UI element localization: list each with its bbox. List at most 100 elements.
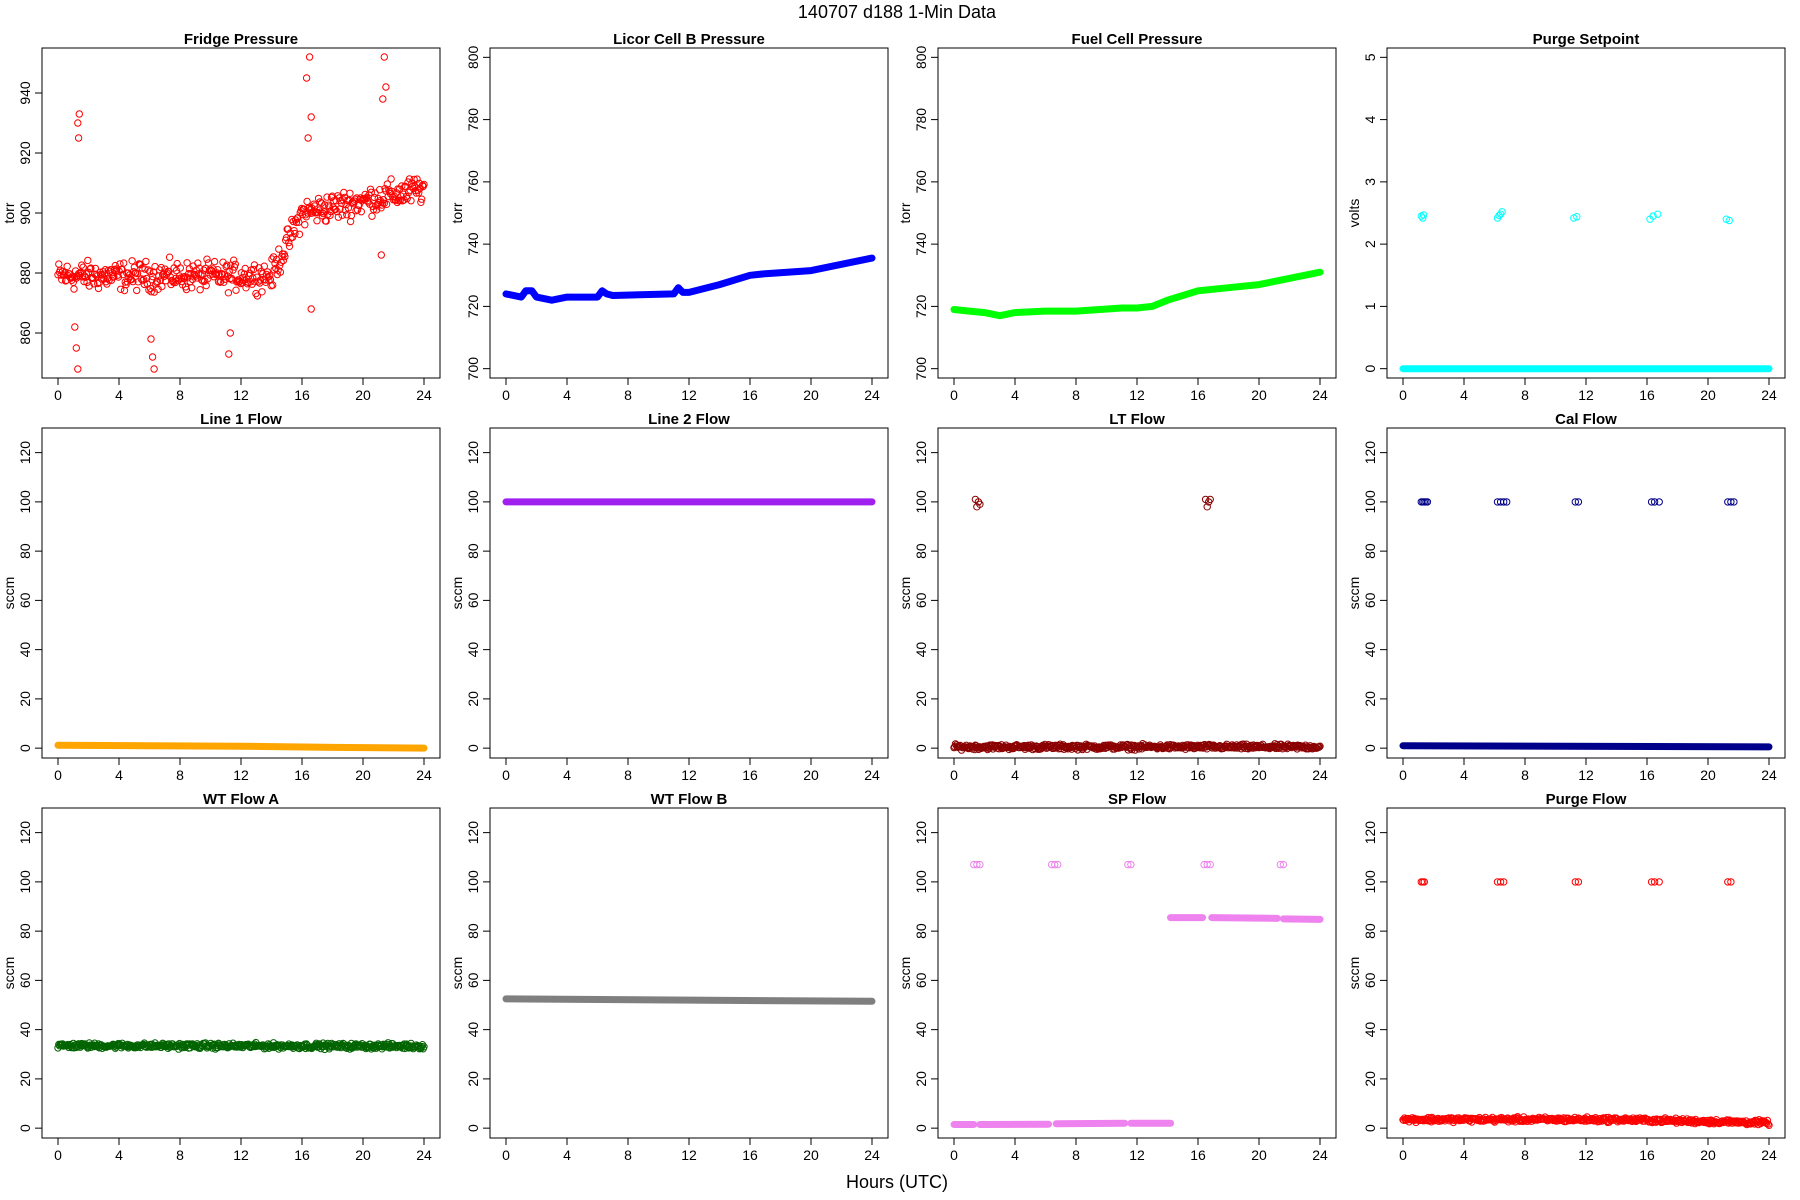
y-tick-label: 3 <box>1362 178 1378 186</box>
data-point <box>117 285 125 293</box>
y-tick-label: 800 <box>465 45 481 69</box>
data-point <box>1203 860 1211 869</box>
data-point <box>1265 744 1273 752</box>
y-tick-label: 0 <box>465 744 481 752</box>
x-axis: 0 4 8 12 16 20 24 <box>54 758 432 783</box>
data-point <box>129 277 137 286</box>
x-tick-label: 0 <box>502 1147 510 1163</box>
data-point <box>223 261 231 269</box>
x-axis: 0 4 8 12 16 20 24 <box>1399 378 1777 403</box>
data-point <box>146 284 155 293</box>
x-tick-label: 8 <box>176 1147 184 1163</box>
x-tick-label: 0 <box>1399 767 1407 783</box>
y-tick-label: 60 <box>465 972 481 988</box>
data-points <box>1399 208 1773 373</box>
data-point <box>1727 878 1735 886</box>
data-point <box>370 193 378 202</box>
y-tick-label: 20 <box>465 1071 481 1087</box>
x-axis: 0 4 8 12 16 20 24 <box>502 758 880 783</box>
x-axis: 0 4 8 12 16 20 24 <box>502 1138 880 1163</box>
data-point <box>1316 742 1324 750</box>
x-tick-label: 0 <box>502 387 510 403</box>
data-point <box>194 259 202 267</box>
data-point <box>85 282 94 290</box>
data-point <box>200 266 208 274</box>
panel-title: Purge Setpoint <box>1533 31 1640 48</box>
x-axis: 0 4 8 12 16 20 24 <box>1399 758 1777 783</box>
y-tick-label: 80 <box>17 923 33 939</box>
data-point <box>1574 498 1583 506</box>
data-point <box>165 267 173 276</box>
data-point <box>413 175 421 183</box>
plot-frame <box>489 807 889 1139</box>
data-point <box>165 253 174 261</box>
x-tick-label: 4 <box>1460 767 1468 783</box>
data-point <box>392 196 400 204</box>
data-point <box>79 263 87 271</box>
data-point <box>295 230 304 239</box>
data-points <box>950 268 1324 320</box>
data-point <box>1423 498 1432 506</box>
data-point <box>225 350 233 358</box>
y-axis: 860 880 900 920 940 <box>17 81 42 345</box>
y-tick-label: 940 <box>17 81 33 105</box>
x-tick-label: 12 <box>1578 767 1594 783</box>
y-tick-label: 740 <box>913 232 929 256</box>
y-tick-label: 100 <box>913 490 929 514</box>
data-point <box>983 742 991 750</box>
data-point <box>209 265 217 273</box>
data-point <box>366 185 375 194</box>
data-point <box>323 193 331 201</box>
data-point <box>285 238 293 247</box>
y-axis-label: torr <box>1 202 17 223</box>
y-tick-label: 100 <box>465 870 481 894</box>
panel-fridge-pressure: Fridge Pressure torr 0 4 8 12 16 20 24 860 880 900 9… <box>1 31 441 403</box>
data-point <box>233 278 241 286</box>
x-tick-label: 4 <box>115 1147 123 1163</box>
panel-line-2-flow: Line 2 Flow sccm 0 4 8 12 16 20 24 0 20 40 60 80 100 12… <box>449 411 889 783</box>
y-axis-label: sccm <box>897 577 913 610</box>
plot-frame <box>41 427 441 759</box>
y-axis-label: sccm <box>1 577 17 610</box>
data-band <box>950 268 1324 320</box>
data-point <box>420 180 428 189</box>
data-point <box>202 281 210 290</box>
data-point <box>1765 1121 1773 1130</box>
data-point <box>276 268 285 276</box>
x-tick-label: 16 <box>1190 387 1206 403</box>
y-tick-label: 40 <box>913 1022 929 1038</box>
data-points <box>54 53 428 373</box>
y-tick-label: 720 <box>465 295 481 319</box>
y-axis: 0 20 40 60 80 100 120 <box>17 441 42 752</box>
plot-frame <box>1386 47 1786 379</box>
x-tick-label: 0 <box>950 387 958 403</box>
data-point <box>415 189 423 197</box>
data-point <box>418 195 426 203</box>
data-point <box>1500 498 1508 506</box>
data-point <box>1503 498 1511 506</box>
x-tick-label: 20 <box>355 1147 371 1163</box>
x-tick-label: 20 <box>1251 1147 1267 1163</box>
y-tick-label: 80 <box>1362 543 1378 559</box>
data-point <box>94 284 103 293</box>
y-tick-label: 0 <box>913 744 929 752</box>
y-tick-label: 60 <box>465 592 481 608</box>
plot-frame <box>41 807 441 1139</box>
y-tick-label: 80 <box>17 543 33 559</box>
x-tick-label: 20 <box>1251 767 1267 783</box>
y-axis: 0 20 40 60 80 100 120 <box>1362 441 1387 752</box>
x-tick-label: 20 <box>1251 387 1267 403</box>
x-tick-label: 24 <box>1312 1147 1328 1163</box>
y-tick-label: 20 <box>17 1071 33 1087</box>
data-point <box>1419 878 1427 886</box>
x-axis: 0 4 8 12 16 20 24 <box>950 758 1328 783</box>
x-tick-label: 20 <box>803 387 819 403</box>
x-tick-label: 20 <box>1700 387 1716 403</box>
x-tick-label: 24 <box>416 1147 432 1163</box>
data-point <box>285 242 294 251</box>
y-tick-label: 740 <box>465 232 481 256</box>
x-tick-label: 24 <box>1312 767 1328 783</box>
x-axis: 0 4 8 12 16 20 24 <box>950 378 1328 403</box>
data-point <box>196 286 204 294</box>
